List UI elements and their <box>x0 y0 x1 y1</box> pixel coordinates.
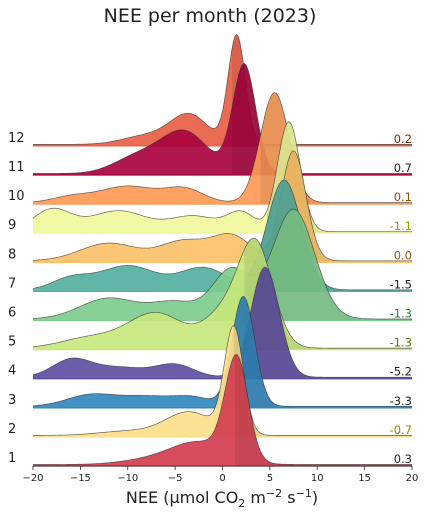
median-value-label: 0.7 <box>394 161 412 175</box>
month-label: 2 <box>8 422 16 437</box>
x-tick-label: 20 <box>406 473 419 484</box>
x-tick-label: −20 <box>22 473 43 484</box>
ridge-area <box>33 63 412 175</box>
median-value-label: 0.2 <box>394 132 412 146</box>
median-value-label: -3.3 <box>390 394 412 408</box>
month-label: 4 <box>8 364 16 379</box>
ridge-month-10: 10 0.1 <box>8 92 412 205</box>
ridge-median-shade <box>234 354 412 466</box>
ridge-outline <box>32 121 412 233</box>
ridge-outline <box>33 33 412 145</box>
month-label: 9 <box>8 218 16 233</box>
ridge-outline <box>33 324 412 436</box>
ridge-outline <box>32 92 412 203</box>
median-value-label: 0.0 <box>394 248 412 262</box>
month-label: 11 <box>8 160 25 175</box>
x-tick-label: −15 <box>70 473 91 484</box>
month-label: 5 <box>8 335 16 350</box>
ridge-area <box>33 209 412 321</box>
x-tick-label: 10 <box>311 473 324 484</box>
ridge-area <box>33 150 412 263</box>
median-value-label: 0.3 <box>394 452 412 466</box>
ridge-median-shade <box>231 63 412 175</box>
ridge-outline <box>32 237 412 349</box>
month-label: 1 <box>8 451 16 466</box>
ridge-median-shade <box>244 209 412 321</box>
ridge-outline <box>33 63 412 174</box>
ridge-area <box>33 179 412 292</box>
ridges: 12 0.211 0.710 0.19 -1.18 0.07 -1.56 -1.35 -1.34… <box>8 33 412 467</box>
month-label: 8 <box>8 247 16 262</box>
median-value-label: 0.1 <box>394 190 412 204</box>
x-tick-label: −5 <box>168 473 183 484</box>
x-tick-label: −10 <box>117 473 138 484</box>
median-value-label: -1.3 <box>390 336 412 350</box>
ridge-month-12: 12 0.2 <box>8 33 412 147</box>
month-label: 3 <box>8 393 16 408</box>
ridge-median-shade <box>224 267 412 379</box>
ridge-area <box>33 325 412 437</box>
ridge-outline <box>33 354 412 465</box>
x-axis: −20 −15 −10 −5 0 5 10 15 20 <box>22 465 419 484</box>
month-label: 10 <box>8 189 25 204</box>
x-axis-label: NEE (μmol CO2 m−2 s−1) <box>126 487 318 510</box>
month-label: 12 <box>8 131 25 146</box>
ridge-area <box>33 34 412 146</box>
ridge-area <box>33 238 412 350</box>
ridge-outline <box>32 208 412 320</box>
ridge-month-11: 11 0.7 <box>8 63 412 176</box>
median-value-label: -1.5 <box>390 277 412 291</box>
x-tick-label: 0 <box>219 473 225 484</box>
month-label: 7 <box>8 276 16 291</box>
median-value-label: -1.1 <box>390 219 412 233</box>
ridge-area <box>33 267 412 379</box>
x-tick-label: 5 <box>267 473 273 484</box>
month-label: 6 <box>8 306 16 321</box>
median-value-label: -1.3 <box>390 307 412 321</box>
ridge-outline <box>32 150 412 262</box>
x-tick-label: 15 <box>358 473 371 484</box>
chart-title: NEE per month (2023) <box>104 5 317 27</box>
ridge-area <box>33 354 412 466</box>
median-value-label: -0.7 <box>390 423 412 437</box>
median-value-label: -5.2 <box>390 365 412 379</box>
ridge-area <box>33 121 412 234</box>
